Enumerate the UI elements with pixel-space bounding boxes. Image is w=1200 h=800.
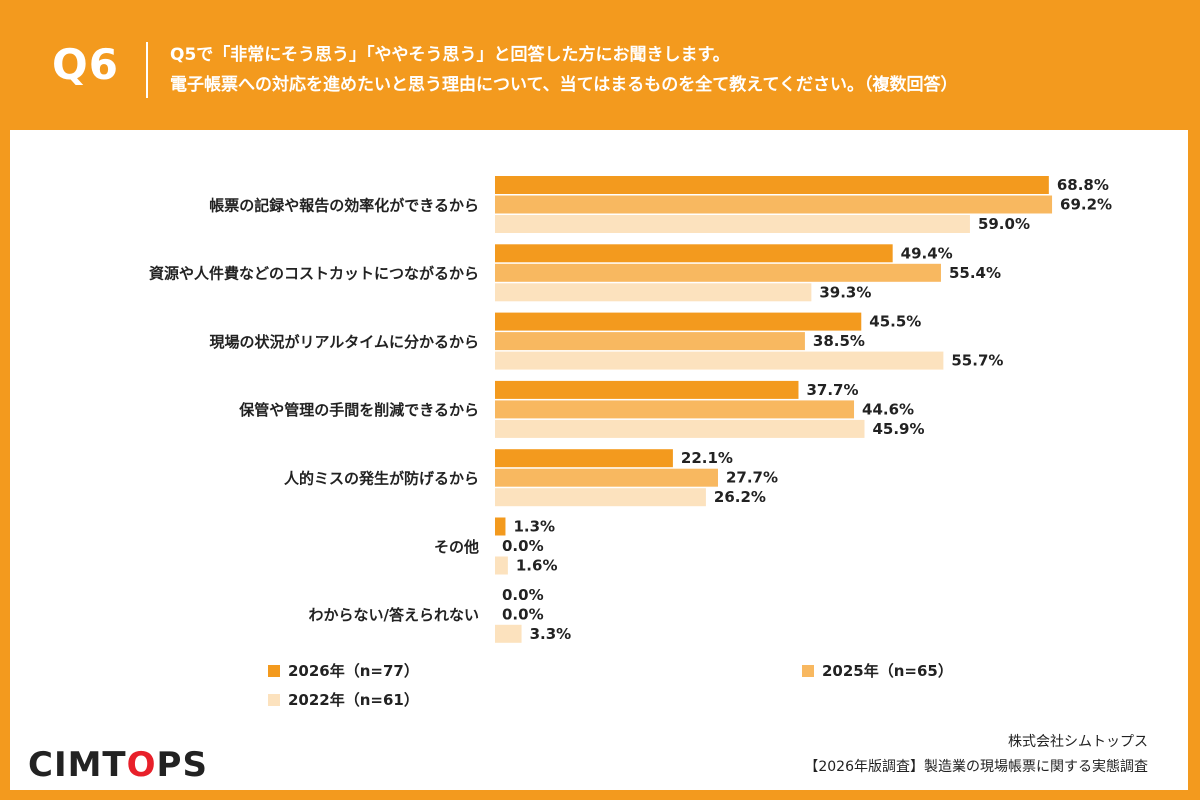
legend-label-2022: 2022年（n=61） [288,691,419,709]
logo-text-a: CIMT [28,745,127,785]
bar-2026 [495,244,893,263]
value-label-2022: 3.3% [530,625,572,643]
category-label: 帳票の記録や報告の効率化ができるから [209,196,479,214]
question-number: Q6 [52,40,119,89]
legend-swatch-2025 [802,665,814,677]
company-name: 株式会社シムトップス [1008,734,1148,750]
logo-text-b: PS [156,745,208,785]
survey-title: 【2026年版調査】製造業の現場帳票に関する実態調査 [804,759,1148,775]
category-label: 資源や人件費などのコストカットにつながるから [149,265,479,283]
question-header: Q6 Q5で「非常にそう思う」「ややそう思う」と回答した方にお聞きします。 電子… [0,0,1200,130]
bar-2026 [495,517,506,536]
bar-2022 [495,488,706,507]
bar-2025 [495,332,805,351]
value-label-2025: 38.5% [813,332,865,350]
bar-2022 [495,351,944,370]
logo-text-dot: O [126,745,157,785]
bar-2022 [495,556,508,575]
bar-2026 [495,312,862,331]
value-label-2026: 1.3% [513,518,555,536]
value-label-2026: 22.1% [681,449,733,467]
question-text-line1: Q5で「非常にそう思う」「ややそう思う」と回答した方にお聞きします。 [170,45,730,65]
legend-item-2025: 2025年（n=65） [802,660,953,681]
value-label-2026: 68.8% [1057,176,1109,194]
category-label: 人的ミスの発生が防げるから [284,469,479,487]
category-label: 保管や管理の手間を削減できるから [238,401,479,419]
value-label-2025: 27.7% [726,469,778,487]
question-text-line2: 電子帳票への対応を進めたいと思う理由について、当てはまるものを全て教えてください… [170,75,958,95]
cimtops-logo: CIMTOPS [28,745,208,785]
legend-label-2025: 2025年（n=65） [822,662,953,680]
value-label-2026: 49.4% [901,244,953,262]
legend-swatch-2022 [268,694,280,706]
legend-item-2026: 2026年（n=77） [268,660,419,681]
value-label-2025: 44.6% [862,400,914,418]
value-label-2022: 26.2% [714,488,766,506]
value-label-2022: 45.9% [872,420,924,438]
legend-label-2026: 2026年（n=77） [288,662,419,680]
value-label-2025: 0.0% [502,537,544,555]
value-label-2026: 0.0% [502,586,544,604]
legend-item-2022: 2022年（n=61） [268,689,419,710]
value-label-2026: 37.7% [806,381,858,399]
bar-2022 [495,215,970,233]
bar-2025 [495,400,855,419]
value-label-2025: 69.2% [1060,196,1112,214]
bar-2026 [495,176,1049,194]
value-label-2022: 39.3% [819,283,871,301]
bar-2022 [495,624,522,643]
value-label-2025: 0.0% [502,605,544,623]
bar-2026 [495,449,673,468]
bar-2022 [495,419,865,438]
bar-2025 [495,263,941,282]
value-label-2022: 55.7% [951,352,1003,370]
bar-2025 [495,195,1053,214]
value-label-2026: 45.5% [869,313,921,331]
category-label: その他 [434,538,479,556]
header-divider [146,42,148,98]
value-label-2025: 55.4% [949,264,1001,282]
value-label-2022: 59.0% [978,215,1030,233]
legend-swatch-2026 [268,665,280,677]
bar-2022 [495,283,812,302]
value-label-2022: 1.6% [516,557,558,575]
bar-2025 [495,468,718,487]
category-label: わからない/答えられない [309,606,479,624]
category-label: 現場の状況がリアルタイムに分かるから [209,333,479,351]
bar-2026 [495,380,799,399]
